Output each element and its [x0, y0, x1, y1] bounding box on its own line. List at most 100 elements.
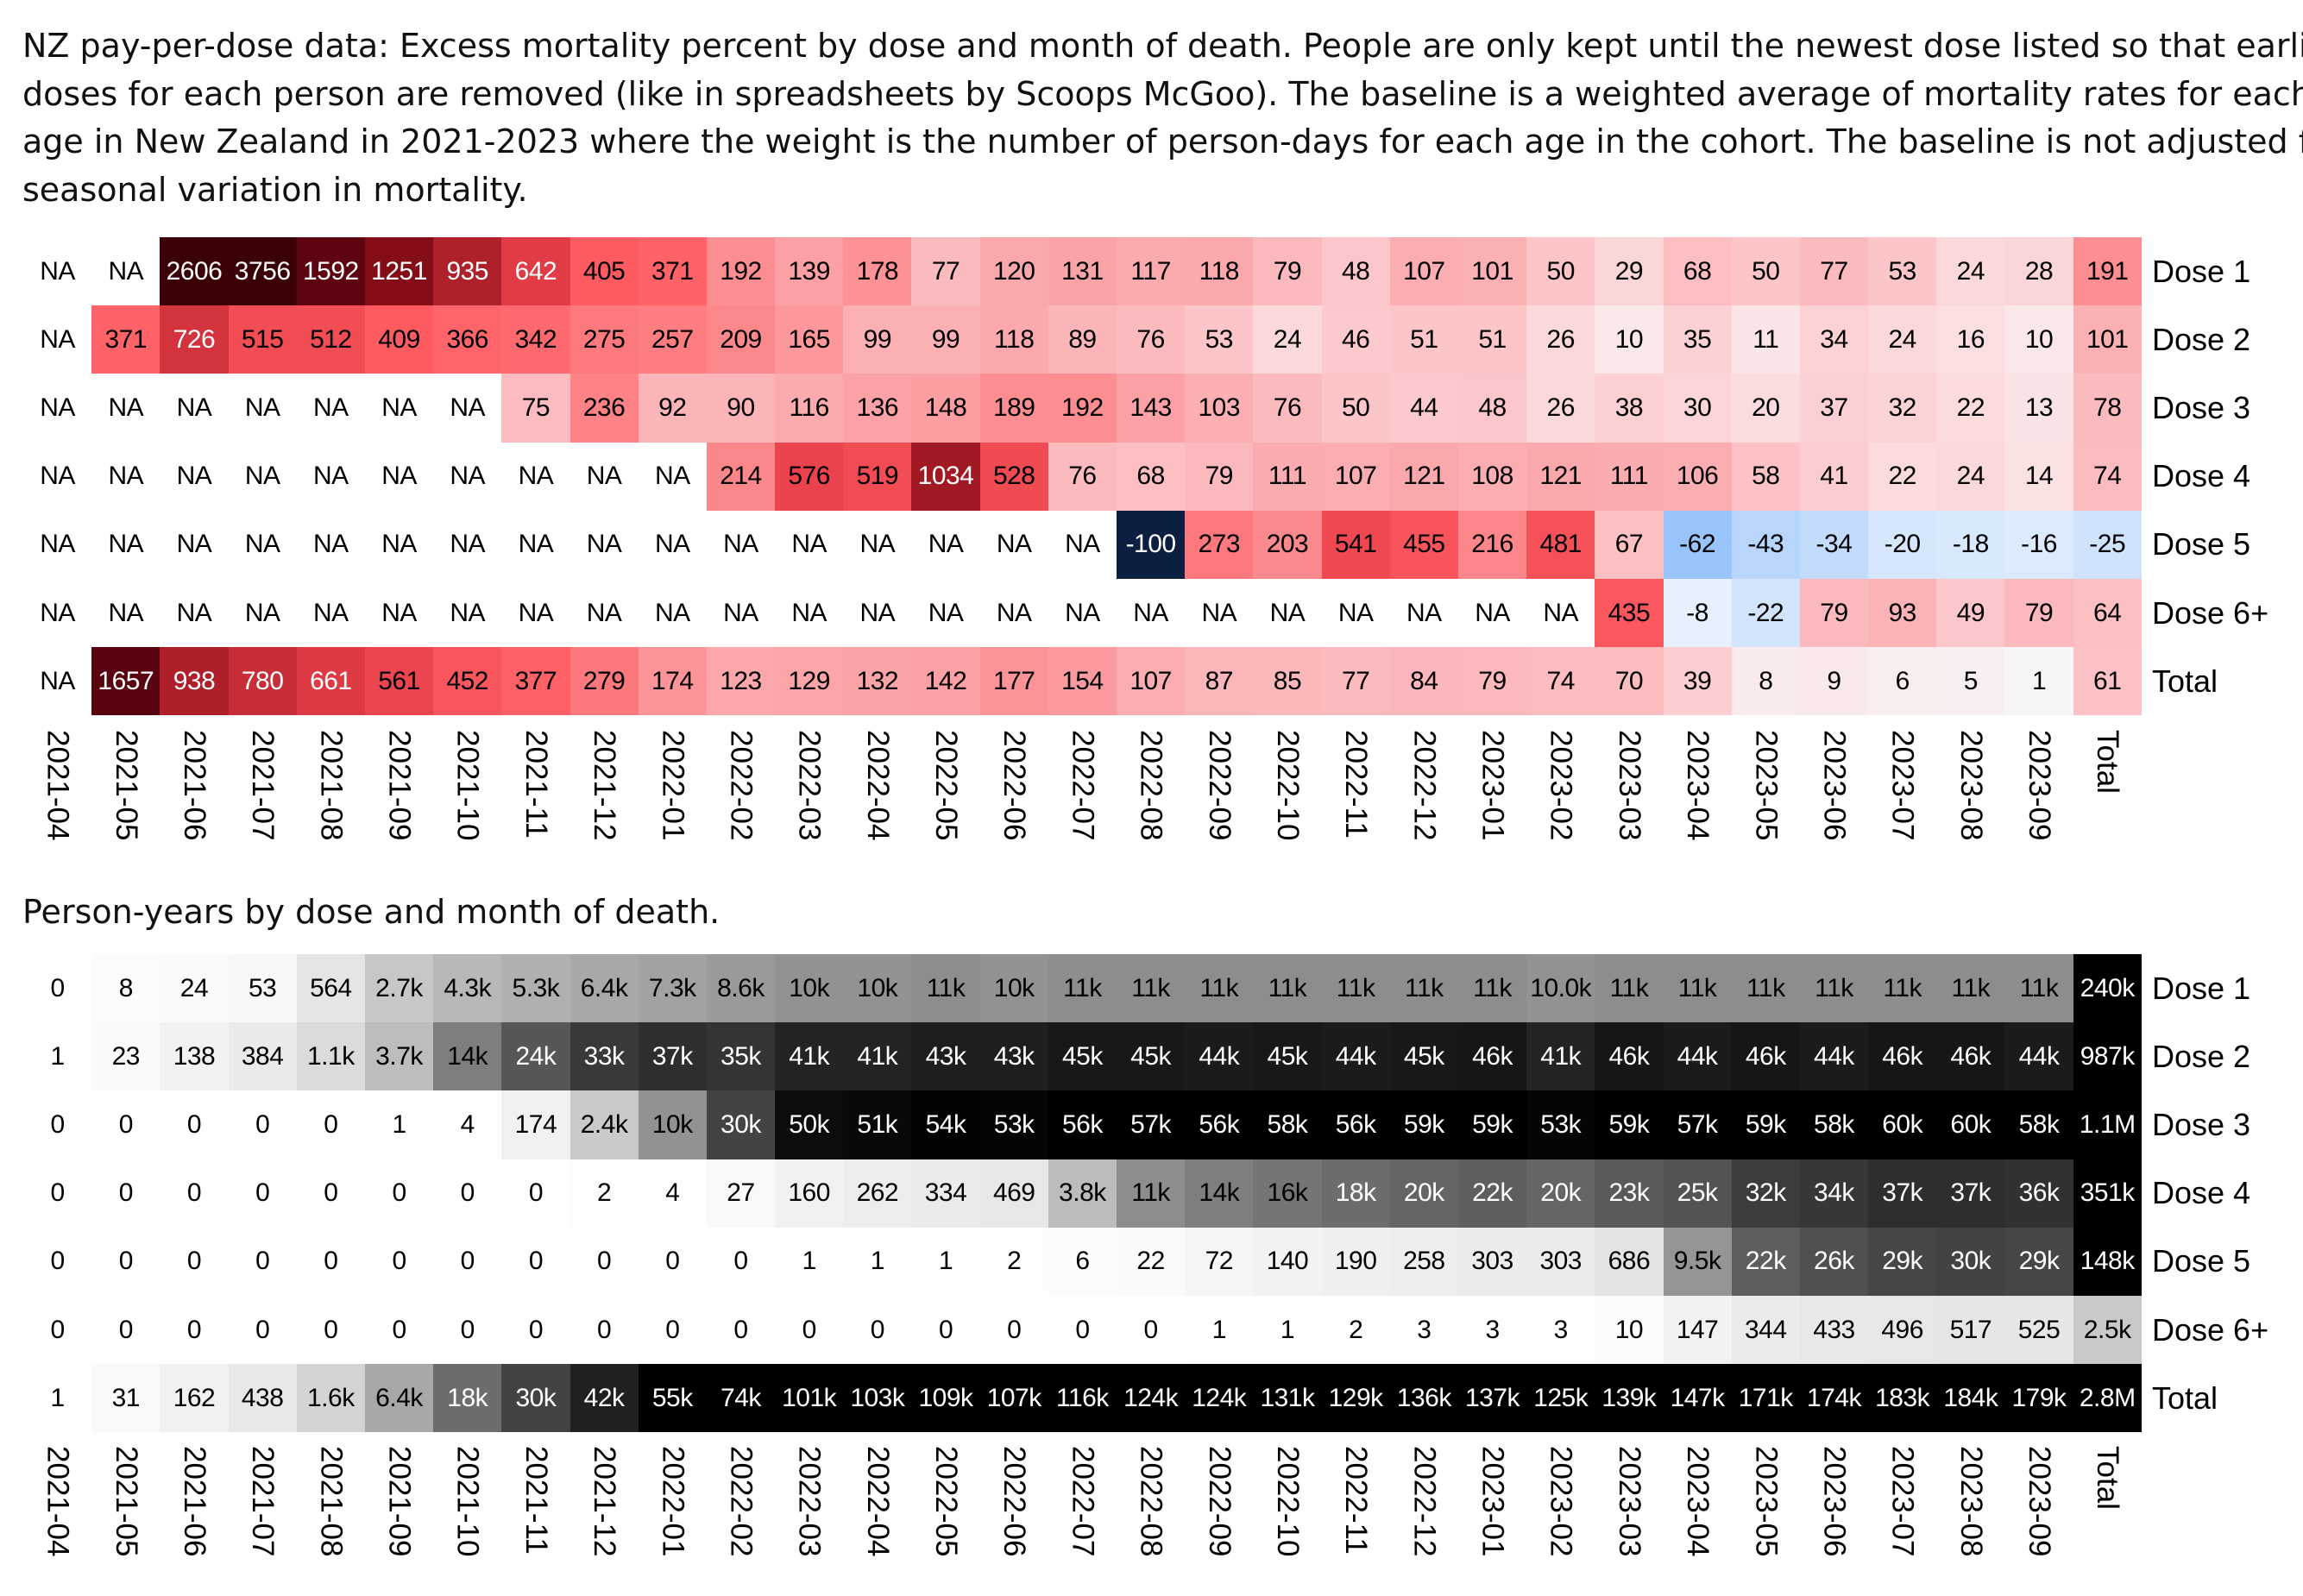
- x-tick-label: 2022-07: [1066, 730, 1100, 841]
- heatmap-cell: 1: [23, 1022, 92, 1091]
- heatmap-cell: 0: [91, 1295, 160, 1365]
- heatmap-cell: 0: [843, 1295, 912, 1365]
- heatmap-cell: 11k: [911, 954, 980, 1023]
- heatmap-cell: 303: [1457, 1227, 1527, 1296]
- heatmap-cell: 50: [1321, 374, 1390, 443]
- heatmap-cell: 191: [2073, 237, 2142, 306]
- heatmap-cell: 10k: [843, 954, 912, 1023]
- heatmap-cell: 0: [296, 1159, 365, 1228]
- heatmap-cell: 103: [1185, 374, 1254, 443]
- heatmap-cell: NA: [979, 578, 1048, 648]
- heatmap-cell: 56k: [1048, 1090, 1117, 1159]
- heatmap-cell: NA: [228, 374, 297, 443]
- heatmap-cell: 366: [433, 305, 502, 374]
- heatmap-cell: 0: [364, 1295, 434, 1365]
- heatmap-cell: 541: [1321, 510, 1390, 579]
- heatmap-cell: 780: [228, 647, 297, 716]
- heatmap-cell: 25k: [1663, 1159, 1732, 1228]
- x-tick-label: 2022-09: [1202, 1446, 1236, 1557]
- heatmap-cell: 85: [1253, 647, 1322, 716]
- heatmap-cell: 0: [775, 1295, 844, 1365]
- heatmap-cell: 0: [569, 1227, 639, 1296]
- heatmap-cell: 371: [638, 237, 707, 306]
- heatmap-cell: 24: [1253, 305, 1322, 374]
- heatmap-cell: 43k: [979, 1022, 1048, 1091]
- heatmap-cell: 987k: [2073, 1022, 2142, 1091]
- heatmap-cell: NA: [569, 442, 639, 511]
- heatmap-cell: 452: [433, 647, 502, 716]
- heatmap-cell: 5.3k: [501, 954, 570, 1023]
- heatmap-cell: 129k: [1321, 1364, 1390, 1433]
- heatmap-cell: 11k: [1389, 954, 1458, 1023]
- heatmap-cell: 57k: [1663, 1090, 1732, 1159]
- heatmap-cell: 123: [706, 647, 776, 716]
- heatmap-cell: 433: [1799, 1295, 1869, 1365]
- heatmap-cell: 6.4k: [569, 954, 639, 1023]
- heatmap-cell: 0: [160, 1227, 229, 1296]
- row-label: Dose 4: [2152, 1175, 2251, 1211]
- heatmap-cell: 174k: [1799, 1364, 1869, 1433]
- title-line: seasonal variation in mortality.: [22, 170, 528, 209]
- heatmap-cell: 92: [638, 374, 707, 443]
- heatmap-cell: 78: [2073, 374, 2142, 443]
- heatmap-cell: 48: [1457, 374, 1527, 443]
- person-years-heatmap: 0 8 24 53 564 2.7k 4.3k 5.3k 6.4k 7.3k 8.6k 10k 10k 1…: [23, 954, 2142, 1433]
- heatmap-cell: 0: [23, 1227, 92, 1296]
- heatmap-cell: NA: [1389, 578, 1458, 648]
- heatmap-cell: 121: [1389, 442, 1458, 511]
- heatmap-cell: 0: [501, 1227, 570, 1296]
- heatmap-cell: 0: [160, 1295, 229, 1365]
- heatmap-cell: 26k: [1799, 1227, 1869, 1296]
- heatmap-cell: 1.6k: [296, 1364, 365, 1433]
- heatmap-cell: 4.3k: [433, 954, 502, 1023]
- heatmap-cell: 6.4k: [364, 1364, 434, 1433]
- heatmap-cell: 131: [1048, 237, 1117, 306]
- heatmap-cell: 11: [1731, 305, 1800, 374]
- heatmap-cell: 10: [1595, 305, 1664, 374]
- heatmap-cell: 0: [638, 1227, 707, 1296]
- heatmap-cell: NA: [296, 578, 365, 648]
- heatmap-cell: 209: [706, 305, 776, 374]
- heatmap-cell: -18: [1936, 510, 2005, 579]
- x-tick-label: 2022-01: [656, 1446, 690, 1557]
- heatmap-cell: 686: [1595, 1227, 1664, 1296]
- heatmap-cell: 44: [1389, 374, 1458, 443]
- heatmap-cell: 2: [1321, 1295, 1390, 1365]
- heatmap-cell: 0: [569, 1295, 639, 1365]
- heatmap-cell: 93: [1868, 578, 1937, 648]
- heatmap-cell: 148k: [2073, 1227, 2142, 1296]
- heatmap-cell: NA: [911, 510, 980, 579]
- heatmap-cell: NA: [433, 374, 502, 443]
- heatmap-cell: 11k: [1185, 954, 1254, 1023]
- heatmap-cell: 11k: [1117, 1159, 1186, 1228]
- chart-title-excess-mortality: NZ pay-per-dose data: Excess mortality p…: [22, 22, 2303, 214]
- heatmap-cell: 59k: [1389, 1090, 1458, 1159]
- heatmap-cell: 111: [1253, 442, 1322, 511]
- heatmap-cell: 174: [501, 1090, 570, 1159]
- heatmap-cell: 0: [23, 1295, 92, 1365]
- heatmap-cell: 1034: [911, 442, 980, 511]
- heatmap-cell: 37k: [1868, 1159, 1937, 1228]
- heatmap-cell: 26: [1526, 374, 1595, 443]
- heatmap-cell: 61: [2073, 647, 2142, 716]
- heatmap-cell: NA: [296, 510, 365, 579]
- heatmap-cell: NA: [228, 510, 297, 579]
- x-tick-label: 2023-08: [1954, 1446, 1988, 1557]
- heatmap-cell: NA: [433, 510, 502, 579]
- x-tick-label: 2023-04: [1681, 1446, 1715, 1557]
- row-label: Dose 3: [2152, 389, 2251, 425]
- row-label: Dose 2: [2152, 1038, 2251, 1074]
- heatmap-cell: 16k: [1253, 1159, 1322, 1228]
- heatmap-cell: NA: [160, 442, 229, 511]
- heatmap-cell: 58k: [1799, 1090, 1869, 1159]
- heatmap-cell: NA: [775, 510, 844, 579]
- heatmap-cell: 642: [501, 237, 570, 306]
- heatmap-cell: 24: [1868, 305, 1937, 374]
- heatmap-cell: 469: [979, 1159, 1048, 1228]
- x-tick-label: 2022-06: [997, 1446, 1032, 1557]
- heatmap-cell: 30k: [1936, 1227, 2005, 1296]
- heatmap-cell: 46k: [1936, 1022, 2005, 1091]
- heatmap-cell: NA: [160, 578, 229, 648]
- heatmap-cell: 44k: [1185, 1022, 1254, 1091]
- heatmap-cell: 18k: [433, 1364, 502, 1433]
